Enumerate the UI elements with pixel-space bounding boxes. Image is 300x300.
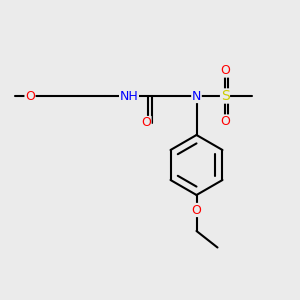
Text: O: O (141, 116, 151, 130)
Text: O: O (220, 64, 230, 77)
Text: NH: NH (120, 89, 138, 103)
Text: N: N (192, 89, 201, 103)
Text: S: S (220, 89, 230, 103)
Text: O: O (25, 89, 35, 103)
Text: O: O (220, 115, 230, 128)
Text: O: O (192, 203, 201, 217)
